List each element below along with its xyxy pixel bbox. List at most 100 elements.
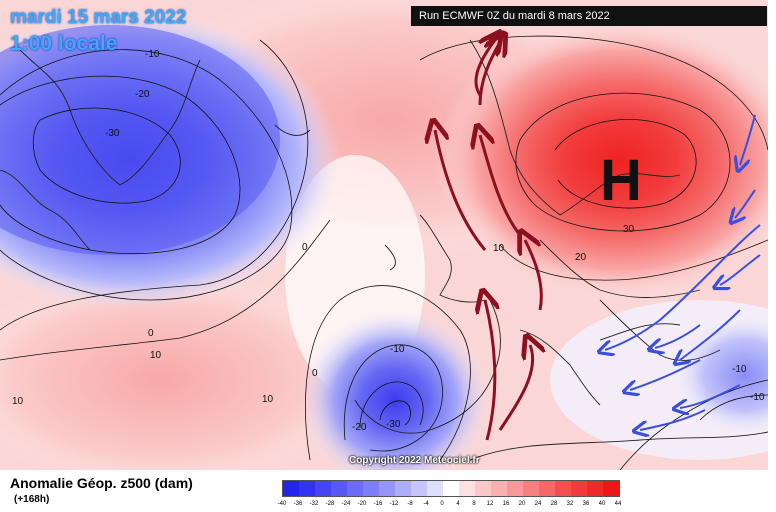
legend-tick-label: 28: [550, 501, 558, 507]
legend-color-cell: [299, 481, 315, 496]
legend-tick-label: -12: [389, 501, 399, 507]
north-africa-coast: [469, 431, 768, 461]
warm-flow-arrows: [435, 40, 543, 441]
legend-tick-label: -24: [341, 501, 351, 507]
cold-arrow: [680, 384, 741, 408]
contour-label: 10: [150, 350, 162, 361]
legend-color-cell: [379, 481, 395, 496]
forecast-date: mardi 15 mars 2022: [10, 7, 187, 28]
contour-zero-iberia: [305, 285, 471, 461]
legend-color-cell: [507, 481, 523, 496]
contour-minus-30-iberia: [379, 400, 412, 426]
legend-tick-label: -32: [309, 501, 319, 507]
map-canvas: -10 -20 -30 -10 -20 -30 0 10 10 0 10 10 …: [0, 0, 768, 470]
contour-minus-20-iberia: [359, 381, 424, 429]
variable-title: Anomalie Géop. z500 (dam): [10, 475, 193, 491]
legend-tick-label: 16: [502, 501, 510, 507]
legend-color-cell: [603, 481, 619, 496]
contour-ten-north: [419, 35, 768, 151]
legend-color-cell: [427, 481, 443, 496]
contour-minus-20: [0, 75, 241, 255]
contour-thirty: [515, 92, 731, 232]
legend-color-cell: [475, 481, 491, 496]
contour-label: 20: [575, 252, 587, 263]
contour-forty: [554, 119, 697, 209]
contour-minus-10: [0, 49, 293, 301]
legend-color-cell: [331, 481, 347, 496]
legend-color-cell: [491, 481, 507, 496]
contour-label: 0: [148, 328, 154, 339]
contour-label: 10: [12, 396, 24, 407]
contour-label: -10: [750, 392, 765, 403]
contour-label: 0: [312, 368, 318, 379]
anomaly-map: -10 -20 -30 -10 -20 -30 0 10 10 0 10 10 …: [0, 0, 768, 470]
cold-arrow: [740, 114, 756, 165]
contour-label: -10: [145, 49, 160, 60]
legend-tick-label: -8: [407, 501, 413, 507]
legend-tick-label: -28: [325, 501, 335, 507]
black-sea-coast: [599, 323, 681, 341]
central-europe-border: [539, 239, 701, 298]
contour-label: -10: [732, 364, 747, 375]
legend-color-cell: [347, 481, 363, 496]
copyright-notice: Copyright 2022 Meteociel.fr: [349, 455, 480, 466]
warm-arrow: [525, 240, 543, 311]
legend-tick-label: -40: [277, 501, 287, 507]
contour-label: 30: [623, 224, 635, 235]
negative-anomaly-core: [0, 25, 280, 255]
warm-arrow: [480, 135, 522, 236]
ireland-coast: [384, 244, 396, 271]
contour-label: -30: [105, 128, 120, 139]
legend-tick-label: -4: [423, 501, 429, 507]
legend-color-cell: [443, 481, 459, 496]
forecast-local-time: 1:00 locale: [10, 32, 118, 55]
legend-color-cell: [539, 481, 555, 496]
contour-label: 0: [302, 242, 308, 253]
cold-arrow: [680, 309, 741, 360]
warm-arrow: [498, 345, 533, 431]
legend-tick-label: 24: [534, 501, 542, 507]
legend-tick-label: 4: [456, 501, 460, 507]
cold-arrow: [735, 189, 756, 218]
warm-arrow: [435, 130, 487, 251]
contour-label: -20: [135, 89, 150, 100]
high-pressure-marker: H: [600, 148, 642, 213]
balkans-coast: [599, 299, 721, 361]
legend-tick-label: -16: [373, 501, 383, 507]
cold-arrow: [655, 324, 701, 348]
legend-tick-label: 20: [518, 501, 526, 507]
color-scale-legend: [282, 480, 620, 497]
legend-tick-label: 40: [598, 501, 606, 507]
contour-zero-east: [619, 379, 768, 470]
contour-minus-10-iberia: [343, 344, 443, 452]
legend-tick-label: 12: [486, 501, 494, 507]
legend-tick-label: -36: [293, 501, 303, 507]
legend-color-cell: [571, 481, 587, 496]
legend-color-cell: [523, 481, 539, 496]
scandinavia-coast: [469, 39, 681, 216]
legend-color-cell: [363, 481, 379, 496]
forecast-lead-time: (+168h): [14, 494, 50, 505]
run-info-banner: Run ECMWF 0Z du mardi 8 mars 2022: [411, 6, 767, 26]
warm-arrow: [485, 300, 495, 441]
contour-label-group: -10 -20 -30 -10 -20 -30 0 10 10 0 10 10 …: [12, 49, 765, 433]
contour-minus-10-east: [699, 394, 768, 421]
cold-arrow: [630, 359, 701, 390]
legend-color-cell: [315, 481, 331, 496]
cold-arrow: [720, 254, 761, 285]
positive-anomaly-southwest: [0, 270, 370, 470]
labrador-coast: [0, 169, 91, 251]
legend-color-cell: [283, 481, 299, 496]
legend-tick-label: 0: [440, 501, 444, 507]
cold-arrow: [605, 224, 761, 350]
legend-color-cell: [395, 481, 411, 496]
contour-zero-north: [0, 39, 309, 331]
legend-tick-label: 36: [582, 501, 590, 507]
legend-tick-label: 8: [472, 501, 476, 507]
color-scale-labels: -40 -36 -32 -28 -24 -20 -16 -12 -8 -4 0 4 8 12 16 20 24 2…: [278, 501, 622, 511]
contour-label: 10: [493, 243, 505, 254]
legend-color-cell: [411, 481, 427, 496]
greenland-coast: [19, 49, 201, 186]
contour-label: 10: [262, 394, 274, 405]
contour-minus-30: [32, 107, 181, 204]
